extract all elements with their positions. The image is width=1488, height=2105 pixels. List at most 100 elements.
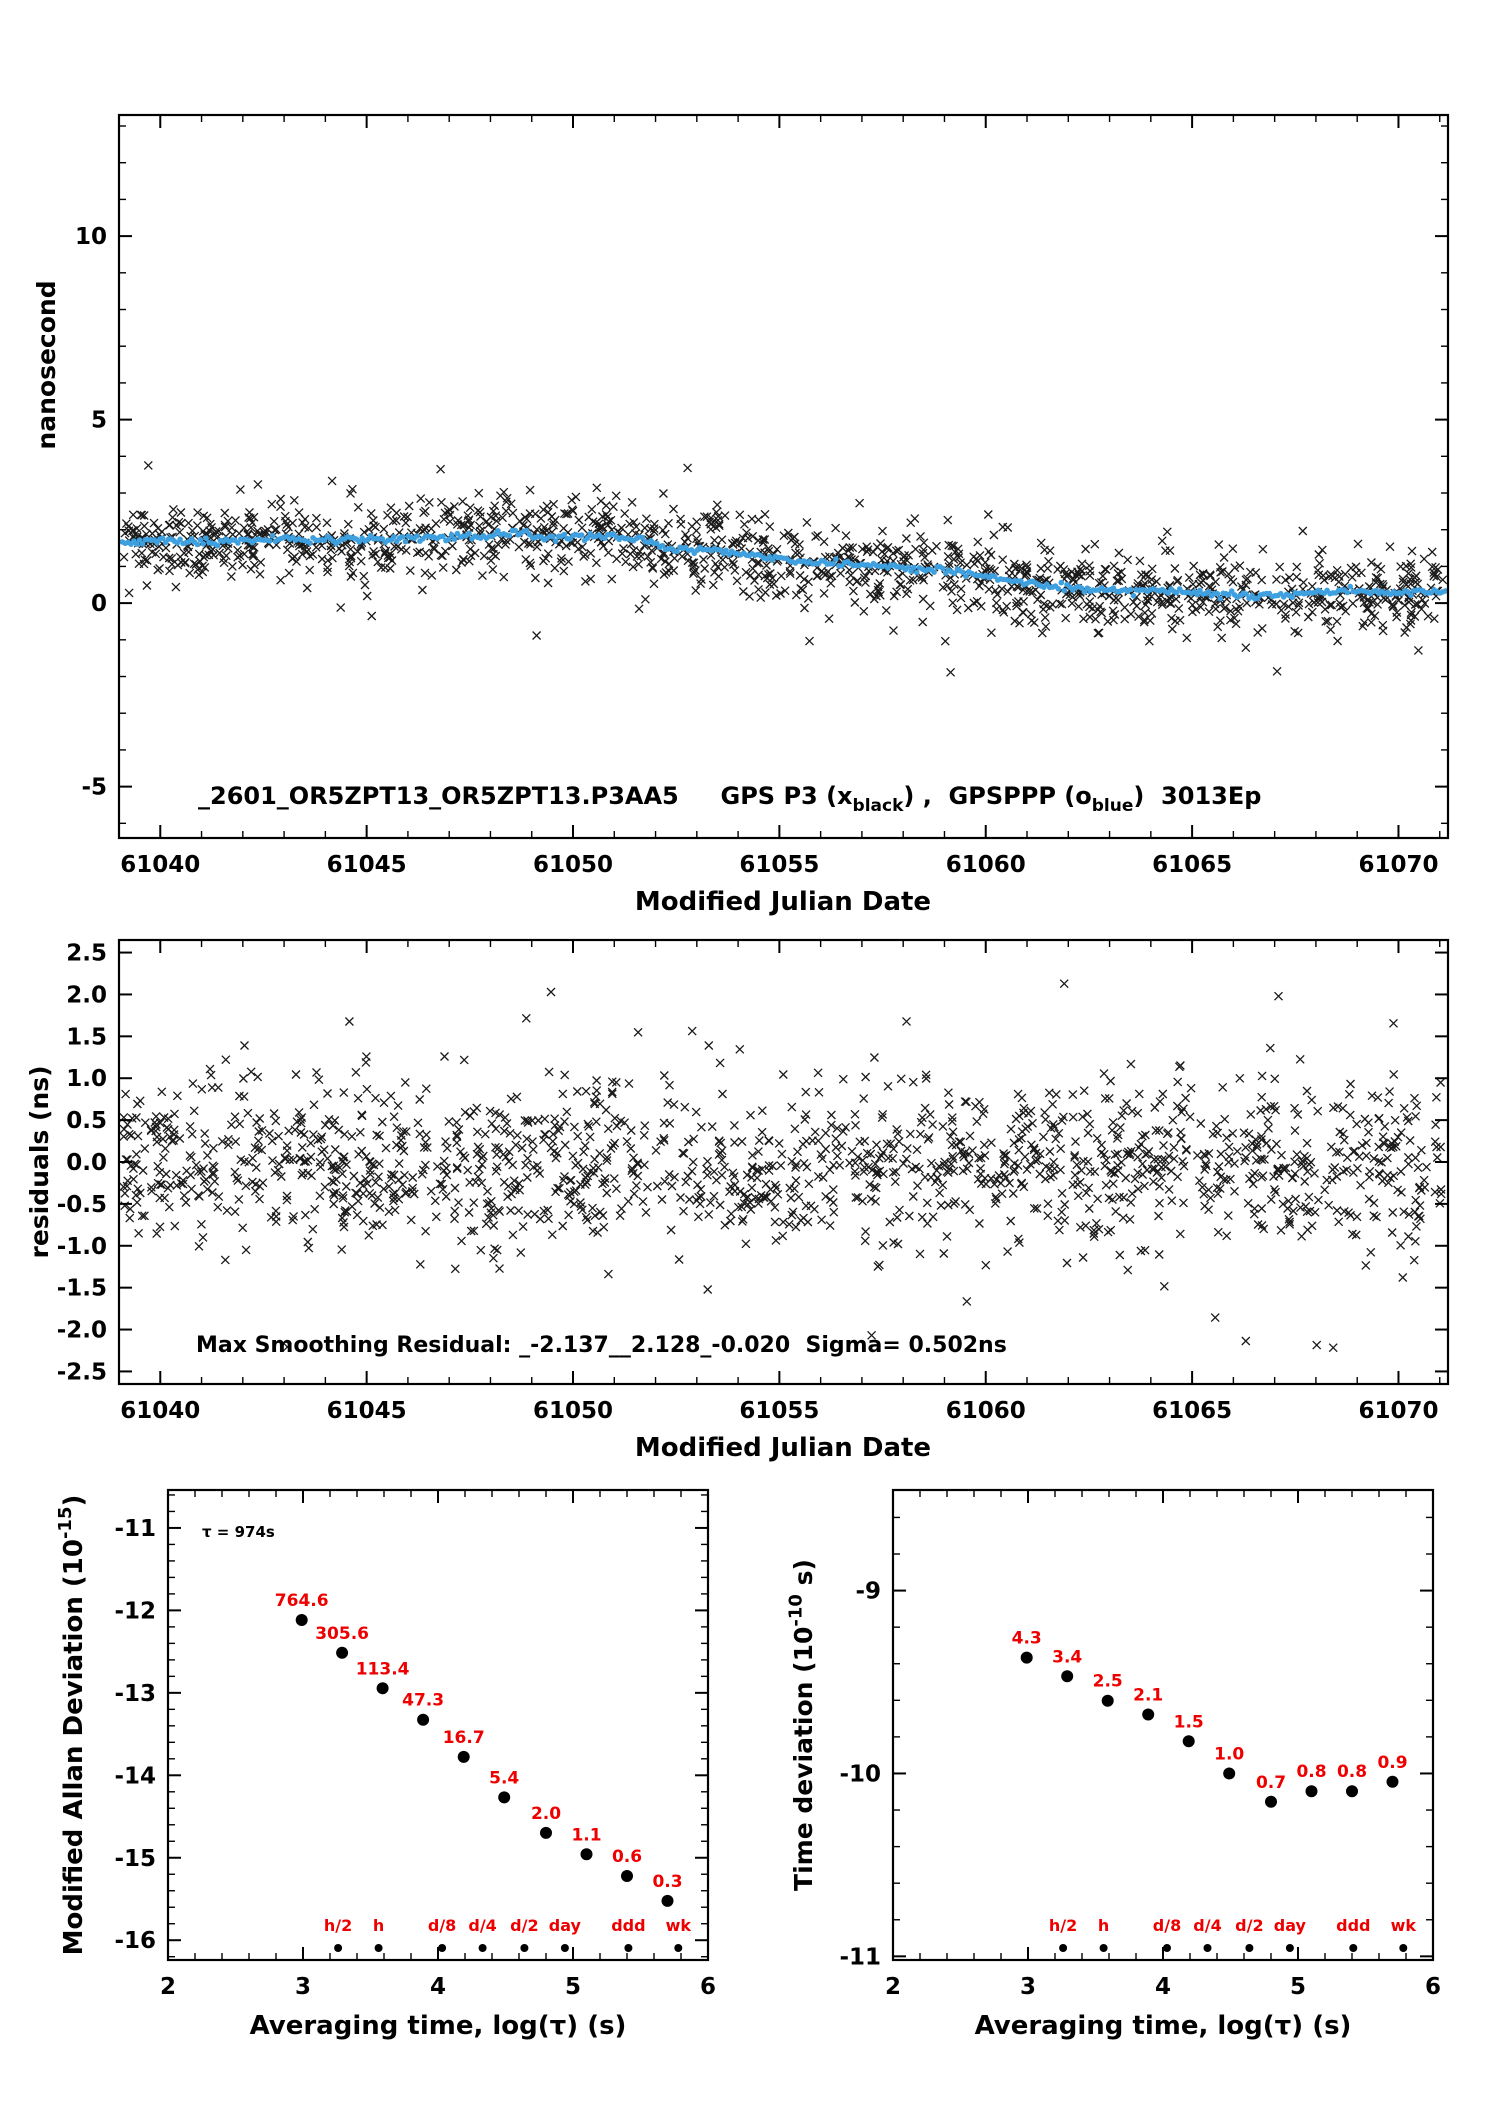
smoothed-trend-marker	[940, 565, 946, 572]
scatter-x-marker	[172, 1091, 183, 1101]
scatter-x-marker	[1378, 626, 1388, 636]
scatter-x-marker	[568, 1151, 578, 1161]
smoothed-trend-marker	[133, 541, 140, 547]
scatter-x-marker	[322, 1153, 333, 1164]
scatter-x-marker	[1407, 546, 1417, 556]
scatter-x-marker	[1338, 1166, 1349, 1176]
scatter-x-marker	[472, 1127, 483, 1137]
scatter-x-marker	[1275, 562, 1285, 572]
x-tick-label: 4	[430, 1974, 446, 2000]
scatter-x-marker	[558, 1221, 568, 1231]
scatter-x-marker	[960, 1199, 970, 1210]
scatter-x-marker	[692, 1180, 703, 1190]
scatter-x-marker	[1396, 1127, 1406, 1138]
scatter-x-marker	[1347, 572, 1357, 582]
deviation-point	[1020, 1651, 1033, 1664]
scatter-x-marker	[488, 564, 498, 575]
x-tick-label: 61070	[1358, 1398, 1438, 1424]
modified-allan-deviation-y-axis-title: Modified Allan Deviation (10-15)	[55, 1495, 89, 1956]
scatter-x-marker	[835, 1160, 845, 1170]
scatter-x-marker	[901, 1016, 912, 1027]
scatter-x-marker	[155, 1193, 165, 1203]
scatter-x-marker	[440, 1136, 451, 1147]
scatter-x-marker	[275, 575, 286, 585]
scatter-x-marker	[1390, 1115, 1400, 1125]
scatter-x-marker	[819, 537, 829, 547]
y-tick-label: -9	[855, 1579, 881, 1605]
scatter-x-marker	[372, 1130, 382, 1140]
y-tick-label: 1.5	[66, 1024, 107, 1050]
scatter-x-marker	[1135, 556, 1145, 566]
scatter-x-marker	[974, 1218, 985, 1229]
scatter-x-marker	[1121, 1173, 1131, 1183]
scatter-x-marker	[251, 1162, 261, 1173]
scatter-x-marker	[878, 1240, 888, 1251]
scatter-x-marker	[1431, 1092, 1442, 1102]
scatter-x-marker	[364, 1230, 374, 1240]
deviation-value-label: 305.6	[315, 1624, 369, 1644]
scatter-x-marker	[627, 497, 637, 507]
scatter-x-marker	[416, 493, 426, 504]
smoothed-trend-marker	[931, 569, 937, 575]
scatter-x-marker	[138, 1165, 148, 1176]
scatter-x-marker	[239, 523, 249, 533]
scatter-x-marker	[1224, 1142, 1234, 1152]
scatter-x-marker	[271, 1116, 281, 1126]
time-deviation-y-axis-title: Time deviation (10-10 s)	[786, 1559, 819, 1891]
deviation-value-label: 2.0	[531, 1804, 561, 1824]
scatter-x-marker	[611, 491, 621, 501]
modified-allan-deviation: 764.6 305.6 113.4 47.3 16.75.4 2.0 1.1 0.6 0.3 h/…	[55, 1488, 716, 2041]
scatter-x-marker	[465, 1177, 475, 1188]
scatter-x-marker	[488, 1253, 499, 1263]
smoothed-trend-marker	[1130, 592, 1137, 599]
scatter-x-marker	[989, 530, 999, 540]
scatter-x-marker	[149, 518, 159, 528]
smoothed-trend-marker	[911, 564, 917, 571]
scatter-x-marker	[1155, 1096, 1165, 1107]
tau-mark-label: d/4	[468, 1916, 496, 1935]
scatter-x-marker	[1085, 566, 1095, 576]
scatter-x-marker	[205, 1064, 215, 1074]
scatter-x-marker	[663, 518, 674, 528]
scatter-x-marker	[450, 1264, 460, 1274]
scatter-x-marker	[877, 547, 887, 557]
scatter-x-marker	[1081, 1221, 1091, 1231]
scatter-x-marker	[920, 1172, 930, 1182]
scatter-x-marker	[991, 604, 1002, 614]
scatter-x-marker	[143, 460, 153, 471]
scatter-x-marker	[282, 545, 293, 555]
scatter-x-marker	[562, 1107, 572, 1117]
scatter-x-marker	[1014, 1111, 1024, 1121]
scatter-x-marker	[222, 1205, 232, 1216]
deviation-point	[1061, 1670, 1074, 1683]
scatter-x-marker	[890, 1177, 900, 1187]
tau-mark-dot	[1059, 1944, 1068, 1952]
scatter-x-marker	[1300, 1176, 1310, 1187]
scatter-x-marker	[983, 509, 993, 520]
tau-mark-label: day	[549, 1916, 582, 1935]
x-tick-label: 61060	[946, 1398, 1026, 1424]
gps-comparison-axes: 61040 61045 61050 61055 61060 61065 61070 10 5 0 -…	[75, 113, 1450, 878]
scatter-x-marker	[314, 1075, 324, 1085]
scatter-x-marker	[915, 1129, 926, 1139]
scatter-x-marker	[291, 1069, 301, 1080]
scatter-x-marker	[179, 1190, 189, 1201]
scatter-x-marker	[757, 1127, 767, 1137]
scatter-x-marker	[696, 1184, 706, 1194]
scatter-x-marker	[139, 521, 149, 531]
scatter-x-marker	[795, 570, 805, 581]
scatter-x-marker	[253, 479, 263, 490]
scatter-x-marker	[779, 531, 789, 541]
scatter-x-marker	[361, 1051, 372, 1062]
scatter-x-marker	[187, 1129, 197, 1139]
scatter-x-marker	[235, 484, 246, 495]
scatter-x-marker	[801, 1087, 811, 1097]
scatter-x-marker	[185, 568, 195, 578]
scatter-x-marker	[370, 549, 381, 559]
scatter-x-marker	[424, 497, 434, 508]
scatter-x-marker	[1357, 1140, 1367, 1151]
scatter-x-marker	[430, 1196, 440, 1206]
scatter-x-marker	[487, 1119, 497, 1129]
scatter-x-marker	[1133, 1152, 1143, 1162]
scatter-x-marker	[196, 1219, 207, 1229]
